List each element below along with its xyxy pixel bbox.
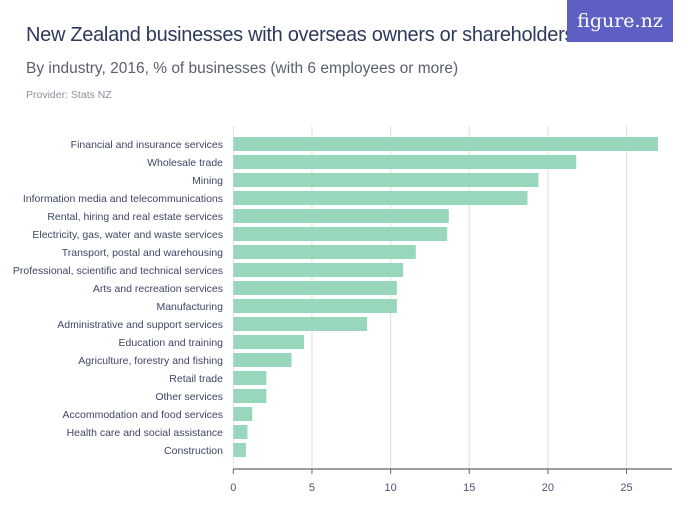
bar xyxy=(233,443,246,457)
bar xyxy=(233,317,368,331)
bar xyxy=(233,299,397,313)
category-label: Accommodation and food services xyxy=(63,409,224,421)
bar xyxy=(233,227,448,241)
bar xyxy=(233,371,267,385)
bar xyxy=(233,137,659,151)
logo-text: figure.nz xyxy=(577,10,663,32)
category-label: Agriculture, forestry and fishing xyxy=(78,355,223,367)
bar xyxy=(233,353,292,367)
bar xyxy=(233,209,449,223)
bar xyxy=(233,173,539,187)
chart-title: New Zealand businesses with overseas own… xyxy=(26,24,575,46)
category-label: Health care and social assistance xyxy=(67,427,224,439)
bar xyxy=(233,155,577,169)
bar xyxy=(233,425,248,439)
category-label: Transport, postal and warehousing xyxy=(62,247,223,259)
x-tick-label: 5 xyxy=(309,482,315,494)
category-label: Construction xyxy=(164,445,223,457)
bar xyxy=(233,245,416,259)
x-tick-label: 25 xyxy=(620,482,632,494)
category-label: Wholesale trade xyxy=(147,157,223,169)
category-label: Professional, scientific and technical s… xyxy=(13,265,223,277)
category-label: Information media and telecommunications xyxy=(23,193,223,205)
category-label: Other services xyxy=(155,391,223,403)
bar xyxy=(233,335,305,349)
x-tick-label: 15 xyxy=(463,482,475,494)
x-tick-label: 0 xyxy=(230,482,236,494)
category-label: Administrative and support services xyxy=(57,319,223,331)
chart-subtitle: By industry, 2016, % of businesses (with… xyxy=(26,60,459,77)
x-tick-label: 10 xyxy=(384,482,396,494)
category-label: Mining xyxy=(192,175,223,187)
category-label: Retail trade xyxy=(169,373,223,385)
bar xyxy=(233,281,397,295)
provider-label: Provider: Stats NZ xyxy=(26,89,112,101)
bar xyxy=(233,407,253,421)
category-label: Financial and insurance services xyxy=(71,139,223,151)
category-label: Electricity, gas, water and waste servic… xyxy=(32,229,223,241)
bar xyxy=(233,389,267,403)
x-tick-label: 20 xyxy=(542,482,554,494)
bar xyxy=(233,263,404,277)
bar xyxy=(233,191,528,205)
category-label: Manufacturing xyxy=(156,301,223,313)
category-label: Arts and recreation services xyxy=(93,283,223,295)
figure-nz-logo[interactable]: figure.nz xyxy=(567,0,673,42)
category-label: Education and training xyxy=(119,337,224,349)
category-label: Rental, hiring and real estate services xyxy=(47,211,223,223)
